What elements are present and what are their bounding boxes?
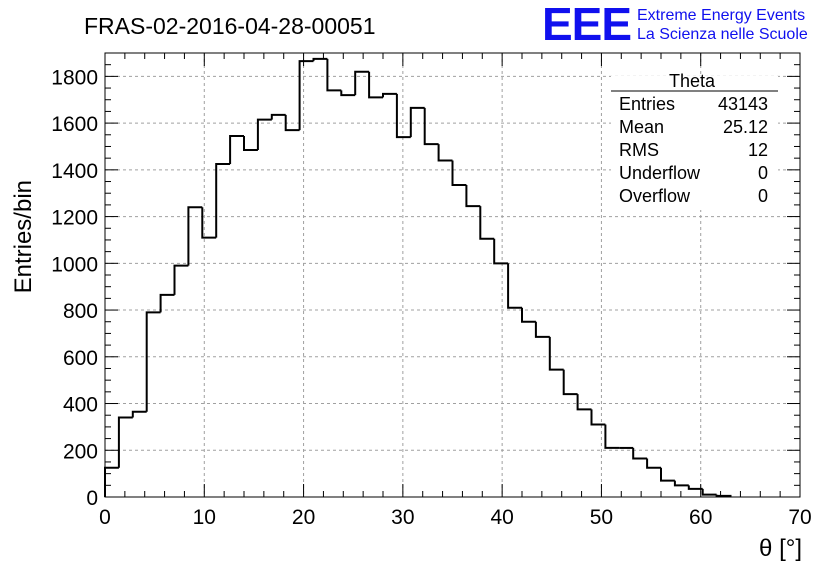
x-tick-label: 50 <box>590 506 613 529</box>
histogram-bin <box>159 293 175 313</box>
histogram-bin <box>576 394 592 411</box>
histogram-bin <box>507 263 522 309</box>
histogram-bin <box>673 480 689 487</box>
brand-line-1: Extreme Energy Events <box>637 7 805 24</box>
histogram-bin <box>493 238 509 265</box>
x-tick-label: 40 <box>490 506 513 529</box>
histogram-bin <box>465 185 481 208</box>
histogram-bin <box>562 369 578 396</box>
x-tick-label: 10 <box>193 506 216 529</box>
chart-title: FRAS-02-2016-04-28-00051 <box>84 13 376 39</box>
eee-logo: EEE <box>542 0 632 50</box>
histogram-bin <box>340 90 356 97</box>
histogram-bin <box>187 206 203 266</box>
histogram-bin <box>243 135 258 151</box>
histogram-bin <box>715 494 732 497</box>
histogram-bin <box>701 488 717 496</box>
y-tick-label: 1000 <box>51 253 98 276</box>
histogram-bin <box>521 307 536 323</box>
y-tick-label: 600 <box>63 347 98 370</box>
x-tick-labels: 0 10 20 30 40 50 60 70 <box>99 506 812 529</box>
histogram-bin <box>215 163 231 238</box>
y-tick-label: 1800 <box>51 66 98 89</box>
histogram-bin <box>368 71 383 99</box>
y-axis-title: Entries/bin <box>10 180 37 293</box>
y-tick-labels: 0 200 400 600 800 1000 1200 1400 1600 1800 <box>51 66 98 510</box>
histogram-bins <box>104 57 732 497</box>
histogram-bin <box>270 113 286 120</box>
histogram-bin <box>632 447 648 460</box>
histogram-bin <box>284 114 300 132</box>
histogram-bin <box>131 410 147 418</box>
axis-ticks <box>104 52 801 498</box>
histogram-bin <box>256 118 272 150</box>
x-axis-title: θ [°] <box>759 535 802 562</box>
histogram-bin <box>312 57 328 62</box>
brand-line-2: La Scienza nelle Scuole <box>637 26 808 43</box>
histogram-bin <box>687 485 703 490</box>
y-tick-label: 800 <box>63 300 98 323</box>
x-tick-label: 20 <box>292 506 315 529</box>
stats-value-entries: 43143 <box>718 94 768 114</box>
histogram-bin <box>382 92 397 98</box>
eee-logo-text: EEE <box>542 0 631 50</box>
histogram-bin <box>479 206 495 240</box>
histogram-bin <box>451 160 467 187</box>
histogram-bin <box>646 458 661 469</box>
histogram-bin <box>201 207 217 239</box>
histogram-bin <box>437 144 453 162</box>
y-tick-label: 1400 <box>51 160 98 183</box>
y-tick-label: 0 <box>86 487 98 510</box>
stats-value-underflow: 0 <box>758 163 768 183</box>
histogram-bin <box>173 264 189 295</box>
x-tick-label: 0 <box>99 506 111 529</box>
x-tick-label: 30 <box>391 506 414 529</box>
histogram-bin <box>395 93 411 139</box>
stats-box-frame <box>611 76 778 210</box>
stats-value-overflow: 0 <box>758 186 768 206</box>
histogram-bin <box>409 106 425 138</box>
stats-label-mean: Mean <box>619 117 664 137</box>
stats-label-entries: Entries <box>619 94 675 114</box>
stats-label-rms: RMS <box>619 140 659 160</box>
histogram-bin <box>104 466 119 497</box>
y-tick-label: 1200 <box>51 207 98 230</box>
x-tick-label: 60 <box>689 506 712 529</box>
histogram-bin <box>590 409 606 426</box>
histogram-bin <box>298 60 314 131</box>
histogram-bin <box>548 336 564 371</box>
grid-lines <box>105 53 800 497</box>
y-tick-label: 200 <box>63 440 98 463</box>
histogram-bin <box>423 107 439 146</box>
histogram-bin <box>117 416 133 468</box>
y-tick-label: 400 <box>63 394 98 417</box>
histogram-bin <box>229 134 244 164</box>
stats-label-overflow: Overflow <box>619 186 691 206</box>
stats-value-rms: 12 <box>748 140 768 160</box>
stats-box-name: Theta <box>669 71 716 91</box>
y-tick-label: 1600 <box>51 113 98 136</box>
stats-label-underflow: Underflow <box>619 163 701 183</box>
stats-box: Theta Entries 43143 Mean 25.12 RMS 12 Un… <box>611 71 778 210</box>
stats-value-mean: 25.12 <box>723 117 768 137</box>
histogram-bin <box>660 467 675 482</box>
x-tick-label: 70 <box>788 506 811 529</box>
histogram-bin <box>534 321 550 338</box>
histogram-bin <box>604 424 620 449</box>
histogram-bin <box>326 58 342 92</box>
histogram-bin <box>354 70 370 96</box>
histogram-bin <box>145 311 161 412</box>
